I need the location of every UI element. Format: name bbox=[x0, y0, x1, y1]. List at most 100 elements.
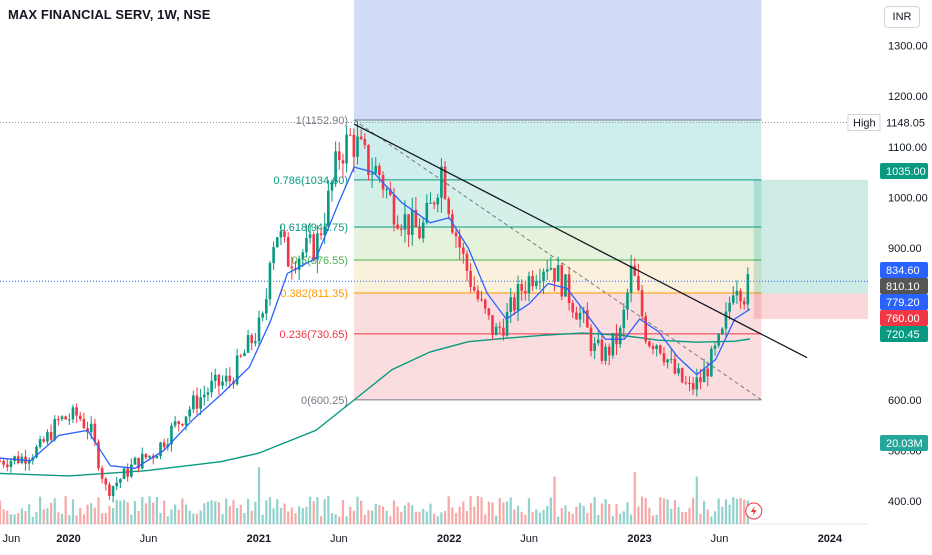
candle-body bbox=[425, 202, 429, 223]
candle-body bbox=[71, 407, 75, 420]
volume-bar bbox=[378, 505, 381, 524]
candle-body bbox=[308, 234, 312, 239]
volume-bar bbox=[214, 501, 217, 524]
volume-bar bbox=[199, 510, 202, 524]
stop-760-badge bbox=[880, 310, 928, 326]
volume-bar bbox=[531, 512, 534, 524]
volume-bar bbox=[371, 510, 374, 524]
volume-bar bbox=[400, 511, 403, 524]
candle-body bbox=[648, 341, 651, 347]
price-tick-label: 1300.00 bbox=[888, 41, 928, 53]
candle-body bbox=[524, 290, 527, 294]
volume-bar bbox=[422, 508, 425, 524]
candle-body bbox=[731, 295, 735, 303]
time-tick-label: Jun bbox=[520, 533, 538, 545]
candle-body bbox=[622, 309, 626, 328]
fib-zone bbox=[354, 333, 762, 400]
volume-bar bbox=[454, 513, 458, 524]
volume-bar bbox=[352, 510, 355, 524]
last-price-badge-label: 834.60 bbox=[886, 265, 920, 277]
volume-badge-label: 20.03M bbox=[886, 438, 923, 450]
volume-bar bbox=[567, 511, 571, 524]
volume-bar bbox=[287, 511, 290, 524]
candle-body bbox=[407, 214, 410, 235]
candle-body bbox=[195, 395, 199, 409]
candle-body bbox=[316, 233, 319, 260]
candle-body bbox=[246, 335, 250, 353]
candle-body bbox=[243, 352, 246, 357]
volume-bar bbox=[206, 501, 210, 524]
candle-body bbox=[666, 359, 669, 363]
volume-bar bbox=[290, 507, 293, 524]
candle-body bbox=[596, 339, 600, 344]
candle-body bbox=[462, 247, 465, 254]
candle-body bbox=[0, 460, 2, 462]
candle-body bbox=[513, 297, 516, 311]
volume-bar bbox=[538, 512, 542, 524]
candle-body bbox=[735, 290, 739, 296]
candle-body bbox=[545, 269, 549, 272]
volume-bar bbox=[283, 503, 286, 524]
fib-1035-badge-label: 1035.00 bbox=[886, 166, 926, 178]
candle-body bbox=[199, 397, 202, 409]
volume-bar bbox=[637, 506, 640, 524]
candle-body bbox=[224, 375, 228, 382]
candle-body bbox=[144, 453, 148, 458]
candle-body bbox=[582, 310, 585, 313]
candle-body bbox=[542, 271, 545, 282]
volume-bar bbox=[327, 496, 330, 524]
volume-bar bbox=[268, 497, 272, 524]
candle-body bbox=[392, 194, 396, 225]
time-tick-label: 2020 bbox=[56, 533, 80, 545]
volume-bar bbox=[130, 514, 133, 524]
volume-bar bbox=[46, 508, 49, 524]
volume-bar bbox=[619, 513, 622, 524]
time-tick-label: 2022 bbox=[437, 533, 461, 545]
volume-bar bbox=[279, 507, 283, 524]
volume-bar bbox=[316, 497, 319, 524]
price-tick-label: 900.00 bbox=[888, 243, 922, 255]
candle-body bbox=[330, 181, 334, 191]
candle-body bbox=[432, 202, 436, 205]
candle-body bbox=[170, 425, 173, 445]
volume-bar bbox=[615, 503, 618, 524]
volume-bar bbox=[188, 510, 191, 524]
chart-title: MAX FINANCIAL SERV, 1W, NSE bbox=[8, 7, 211, 22]
volume-bar bbox=[433, 513, 436, 524]
volume-bar bbox=[17, 513, 20, 524]
volume-bar bbox=[323, 499, 326, 524]
volume-bar bbox=[341, 499, 345, 524]
volume-bar bbox=[305, 506, 308, 524]
candle-body bbox=[739, 290, 742, 302]
candle-body bbox=[378, 165, 381, 176]
volume-bar bbox=[546, 505, 549, 524]
candle-body bbox=[115, 482, 119, 487]
candle-body bbox=[669, 358, 673, 360]
volume-bar bbox=[177, 509, 180, 524]
candle-body bbox=[440, 166, 443, 198]
candle-body bbox=[122, 468, 126, 480]
candle-body bbox=[13, 456, 16, 461]
volume-bar bbox=[662, 498, 666, 524]
currency-button[interactable]: INR bbox=[884, 6, 920, 28]
volume-bar bbox=[221, 514, 224, 524]
candle-body bbox=[721, 328, 724, 334]
volume-bar bbox=[677, 507, 680, 524]
volume-bar bbox=[557, 516, 560, 524]
volume-bar bbox=[396, 506, 399, 524]
candle-body bbox=[221, 381, 224, 386]
volume-bar bbox=[137, 511, 140, 524]
candle-body bbox=[181, 423, 184, 426]
candle-body bbox=[607, 346, 611, 356]
volume-bar bbox=[166, 516, 169, 524]
volume-bar bbox=[250, 510, 253, 524]
candle-body bbox=[206, 392, 210, 395]
volume-bar bbox=[152, 502, 155, 524]
volume-bar bbox=[257, 467, 261, 524]
candle-body bbox=[516, 284, 520, 311]
volume-bar bbox=[651, 515, 655, 524]
candle-body bbox=[396, 224, 399, 229]
volume-bar bbox=[535, 509, 538, 524]
